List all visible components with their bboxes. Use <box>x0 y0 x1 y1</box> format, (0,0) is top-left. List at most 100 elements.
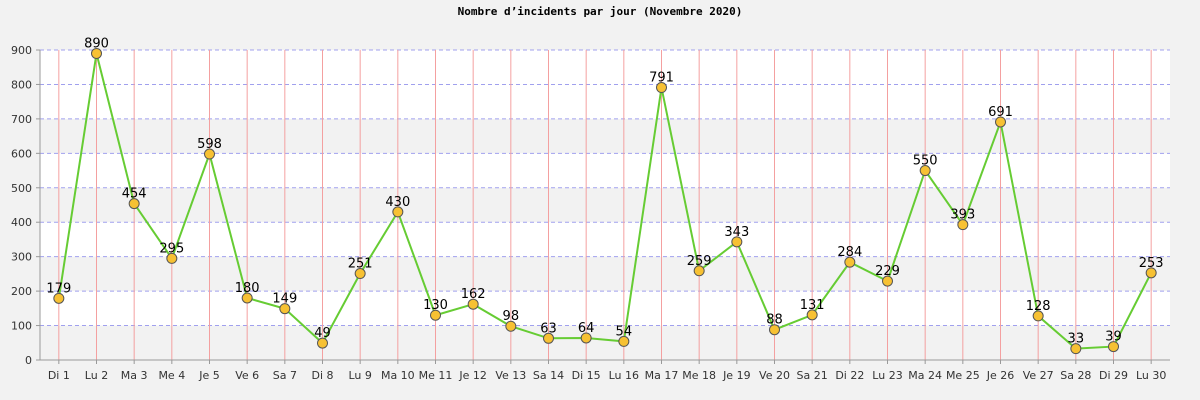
data-label: 162 <box>461 287 486 302</box>
y-tick-label: 600 <box>11 147 32 160</box>
data-label: 149 <box>272 292 297 307</box>
x-tick-label: Ve 27 <box>1023 369 1054 382</box>
x-tick-label: Di 22 <box>835 369 864 382</box>
data-point <box>844 256 856 268</box>
data-label: 284 <box>837 245 862 260</box>
y-tick-label: 400 <box>11 216 32 229</box>
y-tick-label: 800 <box>11 78 32 91</box>
x-tick-label: Sa 14 <box>533 369 564 382</box>
x-tick-label: Je 12 <box>458 369 487 382</box>
x-tick-label: Ma 24 <box>908 369 942 382</box>
data-label: 130 <box>423 298 448 313</box>
y-tick-label: 700 <box>11 113 32 126</box>
data-label: 253 <box>1139 256 1164 271</box>
data-label: 131 <box>800 298 825 313</box>
data-point <box>957 219 969 231</box>
data-label: 88 <box>766 313 783 328</box>
y-tick-label: 300 <box>11 251 32 264</box>
data-label: 295 <box>159 241 184 256</box>
y-tick-label: 200 <box>11 285 32 298</box>
series-line <box>57 53 1153 350</box>
data-point <box>279 303 291 315</box>
data-point <box>354 268 366 280</box>
plot-band <box>40 84 1170 119</box>
x-tick-label: Di 29 <box>1099 369 1128 382</box>
data-label: 63 <box>540 321 557 336</box>
data-label: 343 <box>724 225 749 240</box>
data-label: 39 <box>1105 330 1122 345</box>
data-label: 49 <box>314 326 331 341</box>
x-tick-label: Ve 20 <box>759 369 790 382</box>
x-tick-label: Ma 10 <box>381 369 415 382</box>
y-tick-label: 900 <box>11 44 32 57</box>
x-tick-label: Je 5 <box>198 369 220 382</box>
x-tick-label: Ve 13 <box>495 369 526 382</box>
x-tick-label: Di 15 <box>572 369 601 382</box>
data-point <box>91 47 102 59</box>
data-label: 890 <box>84 36 109 51</box>
data-point <box>467 298 479 310</box>
x-tick-label: Ma 17 <box>645 369 679 382</box>
x-tick-label: Sa 28 <box>1060 369 1091 382</box>
data-label: 54 <box>616 324 633 339</box>
y-tick-label: 0 <box>25 354 32 367</box>
data-point <box>166 252 178 264</box>
data-point <box>1070 343 1082 355</box>
data-point <box>731 236 743 248</box>
data-point <box>995 116 1006 128</box>
x-tick-label: Lu 9 <box>348 369 371 382</box>
chart-title: Nombre d’incidents par jour (Novembre 20… <box>457 5 743 18</box>
plot-band <box>40 50 1170 85</box>
data-point <box>769 324 780 336</box>
data-point <box>543 332 554 344</box>
data-point <box>505 320 517 332</box>
data-point <box>656 82 667 94</box>
data-label: 229 <box>875 264 900 279</box>
x-tick-label: Je 19 <box>722 369 751 382</box>
data-label: 691 <box>988 105 1013 120</box>
data-point <box>618 335 630 347</box>
data-point <box>806 309 818 321</box>
data-label: 550 <box>913 154 938 169</box>
y-tick-label: 100 <box>11 320 32 333</box>
data-label: 393 <box>950 208 975 223</box>
x-tick-label: Me 4 <box>158 369 185 382</box>
x-tick-label: Me 18 <box>682 369 716 382</box>
data-point <box>580 332 592 344</box>
x-tick-label: Je 26 <box>986 369 1015 382</box>
data-point <box>1108 341 1119 353</box>
x-tick-label: Lu 23 <box>872 369 902 382</box>
data-point <box>241 292 253 304</box>
x-tick-label: Ve 6 <box>235 369 259 382</box>
data-label: 33 <box>1068 332 1085 347</box>
data-label: 251 <box>348 257 373 272</box>
data-label: 128 <box>1026 299 1051 314</box>
data-point <box>430 309 441 321</box>
x-tick-label: Di 8 <box>311 369 333 382</box>
data-label: 454 <box>122 187 147 202</box>
data-label: 98 <box>503 309 520 324</box>
data-label: 64 <box>578 321 595 336</box>
x-tick-label: Lu 2 <box>85 369 108 382</box>
x-tick-label: Me 11 <box>419 369 453 382</box>
x-tick-label: Sa 21 <box>797 369 828 382</box>
data-point <box>1145 267 1157 279</box>
data-point <box>317 337 328 349</box>
data-point <box>53 292 65 304</box>
data-point <box>392 206 404 218</box>
data-point <box>882 275 893 287</box>
x-tick-label: Me 25 <box>946 369 980 382</box>
plot-band <box>40 291 1170 326</box>
x-tick-label: Sa 7 <box>273 369 297 382</box>
data-label: 180 <box>235 281 260 296</box>
data-point <box>919 165 931 177</box>
data-label: 791 <box>649 71 674 86</box>
data-point <box>693 265 705 277</box>
data-point <box>1032 310 1044 322</box>
y-tick-label: 500 <box>11 182 32 195</box>
data-point <box>204 148 215 160</box>
x-tick-label: Di 1 <box>48 369 70 382</box>
data-label: 598 <box>197 137 222 152</box>
